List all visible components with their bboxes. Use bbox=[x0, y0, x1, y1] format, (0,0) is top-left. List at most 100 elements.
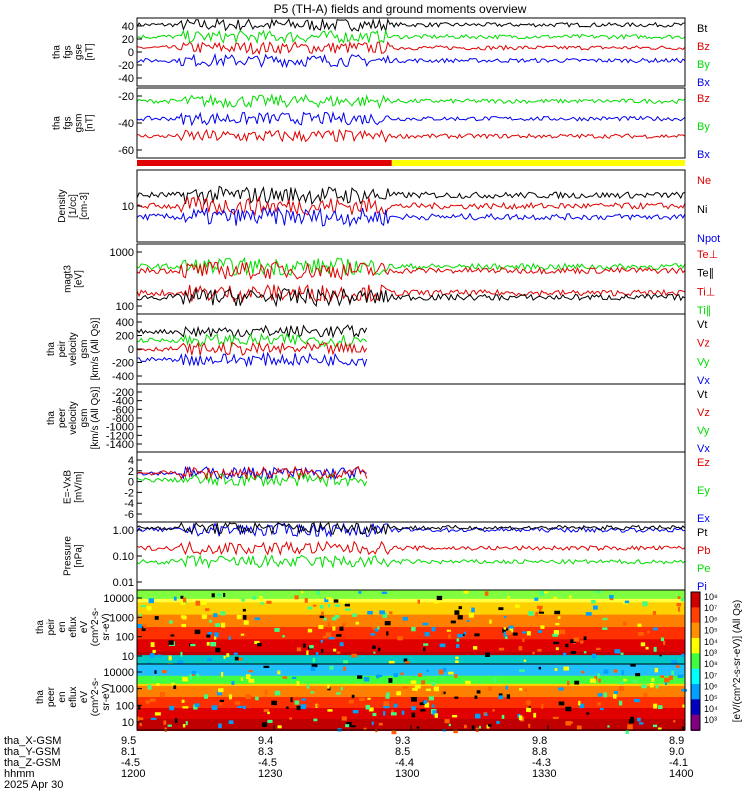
legend-label: Vx bbox=[697, 443, 710, 455]
spectrogram-cell bbox=[539, 608, 542, 612]
spectrogram-cell bbox=[311, 664, 318, 668]
spectrogram-cell bbox=[336, 692, 341, 695]
spectrogram-cell bbox=[263, 709, 270, 712]
y-tick-label: -4 bbox=[124, 498, 134, 510]
spectrogram-cell bbox=[526, 631, 531, 636]
spectrogram-cell bbox=[214, 632, 219, 638]
y-axis-label: gsm bbox=[79, 409, 90, 428]
spectrogram-cell bbox=[440, 691, 443, 696]
spectrogram-cell bbox=[327, 709, 333, 712]
y-tick-label: 10000 bbox=[103, 667, 134, 679]
spectrogram-cell bbox=[209, 619, 212, 623]
series-line-Vz bbox=[136, 340, 368, 356]
y-axis-label: velocity bbox=[68, 332, 79, 365]
spectrogram-cell bbox=[211, 593, 215, 598]
spectrogram-cell bbox=[654, 667, 659, 673]
spectrogram-cell bbox=[221, 672, 224, 678]
spectrogram-cell bbox=[578, 700, 581, 706]
spectrogram-cell bbox=[533, 712, 537, 718]
spectrogram-cell bbox=[319, 604, 324, 609]
y-tick-label: 200 bbox=[116, 331, 134, 343]
spectrogram-cell bbox=[651, 678, 655, 682]
y-axis-label: magt3 bbox=[63, 265, 74, 293]
orbit-value: 8.5 bbox=[395, 746, 410, 758]
spectrogram-cell bbox=[539, 590, 545, 596]
spectrogram-cell bbox=[267, 719, 273, 723]
spectrogram-cell bbox=[193, 704, 198, 710]
spectrogram-cell bbox=[664, 681, 668, 686]
series-line-Ti∥ bbox=[136, 256, 686, 276]
spectrogram-cell bbox=[396, 691, 402, 696]
spectrogram-cell bbox=[246, 674, 251, 680]
spectrogram-cell bbox=[291, 676, 297, 680]
spectrogram-cell bbox=[638, 631, 644, 636]
spectrogram-cell bbox=[680, 598, 685, 602]
spectrogram-cell bbox=[607, 725, 610, 728]
spectrogram-cell bbox=[540, 625, 545, 629]
spectrogram-cell bbox=[456, 638, 460, 642]
spectrogram-cell bbox=[414, 684, 421, 689]
spectrogram-cell bbox=[245, 694, 251, 700]
spectrogram-cell bbox=[378, 722, 383, 726]
spectrogram-cell bbox=[286, 706, 289, 709]
spectrogram-cell bbox=[331, 616, 337, 621]
spectrogram-cell bbox=[655, 684, 659, 689]
y-axis-label: sr-eV) bbox=[101, 613, 112, 640]
spectrogram-cell bbox=[458, 606, 462, 610]
y-axis-label: fgs bbox=[63, 116, 74, 129]
spectrogram-cell bbox=[434, 601, 439, 604]
y-tick-label: -40 bbox=[118, 73, 134, 85]
orbit-row-label: 2025 Apr 30 bbox=[4, 779, 63, 791]
spectrogram-cell bbox=[621, 670, 624, 676]
spectrogram-cell bbox=[383, 711, 386, 716]
y-axis-label: en bbox=[57, 691, 68, 702]
spectrogram-cell bbox=[328, 622, 331, 628]
y-axis-label: tha bbox=[52, 116, 63, 130]
spectrogram-cell bbox=[154, 616, 159, 620]
spectrogram-cell bbox=[431, 682, 436, 686]
y-tick-label: 10 bbox=[122, 717, 134, 729]
spectrogram-cell bbox=[647, 630, 650, 634]
spectrogram-cell bbox=[454, 696, 459, 699]
series-line-Bx bbox=[136, 52, 686, 69]
spectrogram-cell bbox=[318, 624, 324, 630]
spectrogram-cell bbox=[632, 680, 638, 683]
spectrogram-cell bbox=[241, 598, 245, 602]
spectrogram-cell bbox=[271, 700, 278, 706]
spectrogram-cell bbox=[333, 648, 337, 652]
spectrogram-cell bbox=[332, 626, 336, 631]
legend-label: Vt bbox=[697, 389, 707, 401]
spectrogram-cell bbox=[493, 678, 497, 683]
spectrogram-cell bbox=[282, 676, 288, 679]
spectrogram-cell bbox=[478, 725, 481, 729]
spectrogram-cell bbox=[419, 702, 425, 706]
spectrogram-cell bbox=[393, 673, 398, 678]
spectrogram-band bbox=[137, 590, 685, 599]
spectrogram-cell bbox=[393, 703, 398, 708]
spectrogram-cell bbox=[528, 723, 531, 728]
spectrogram-cell bbox=[370, 632, 375, 636]
series-line-Ez bbox=[136, 465, 368, 481]
spectrogram-cell bbox=[306, 650, 309, 655]
spectrogram-cell bbox=[384, 621, 391, 626]
spectrogram-cell bbox=[213, 613, 218, 618]
spectrogram-band bbox=[137, 602, 685, 616]
y-axis-label: eV bbox=[79, 621, 90, 634]
spectrogram-cell bbox=[156, 683, 160, 687]
spectrogram-cell bbox=[182, 615, 187, 620]
spectrogram-cell bbox=[400, 672, 404, 675]
spectrogram-cell bbox=[534, 597, 539, 601]
spectrogram-cell bbox=[506, 694, 511, 699]
legend-label: Vx bbox=[697, 375, 710, 387]
spectrogram-cell bbox=[191, 670, 196, 675]
spectrogram-cell bbox=[215, 623, 221, 627]
series-line-Bt bbox=[136, 17, 686, 33]
spectrogram-cell bbox=[219, 699, 225, 703]
series-line-Pt bbox=[136, 521, 686, 536]
spectrogram-cell bbox=[557, 616, 561, 620]
spectrogram-cell bbox=[220, 622, 226, 628]
spectrogram-cell bbox=[444, 719, 450, 724]
